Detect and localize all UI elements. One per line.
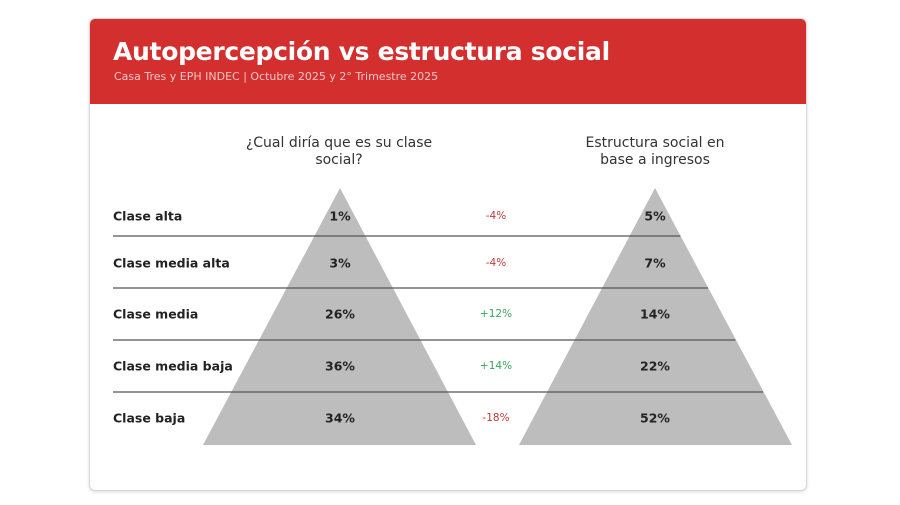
difference-value: +14% (479, 360, 513, 372)
self-perception-value: 1% (329, 208, 351, 224)
row-label: Clase media alta (113, 255, 230, 271)
difference-value: -4% (485, 210, 507, 222)
column-header-income: Estructura social en base a ingresos (585, 135, 725, 168)
chart-title: Autopercepción vs estructura social (113, 37, 610, 66)
left-pyramid (203, 188, 476, 445)
column-header-self: ¿Cual diría que es su clase social? (245, 135, 433, 168)
self-perception-value: 34% (325, 410, 355, 426)
row-label: Clase media baja (113, 358, 233, 374)
self-perception-value: 3% (329, 255, 351, 271)
difference-value: -18% (482, 412, 510, 424)
difference-value: -4% (485, 257, 507, 269)
income-structure-value: 7% (644, 255, 666, 271)
row-label: Clase media (113, 306, 199, 322)
income-structure-value: 5% (644, 208, 666, 224)
self-perception-value: 36% (325, 358, 355, 374)
income-structure-value: 14% (640, 306, 670, 322)
difference-value: +12% (479, 308, 513, 320)
row-label: Clase alta (113, 208, 183, 224)
income-structure-value: 22% (640, 358, 670, 374)
income-structure-value: 52% (640, 410, 670, 426)
row-label: Clase baja (113, 410, 186, 426)
right-pyramid (519, 188, 792, 445)
self-perception-value: 26% (325, 306, 355, 322)
header-banner: Autopercepción vs estructura social Casa… (90, 19, 806, 104)
chart-subtitle: Casa Tres y EPH INDEC | Octubre 2025 y 2… (114, 70, 439, 83)
